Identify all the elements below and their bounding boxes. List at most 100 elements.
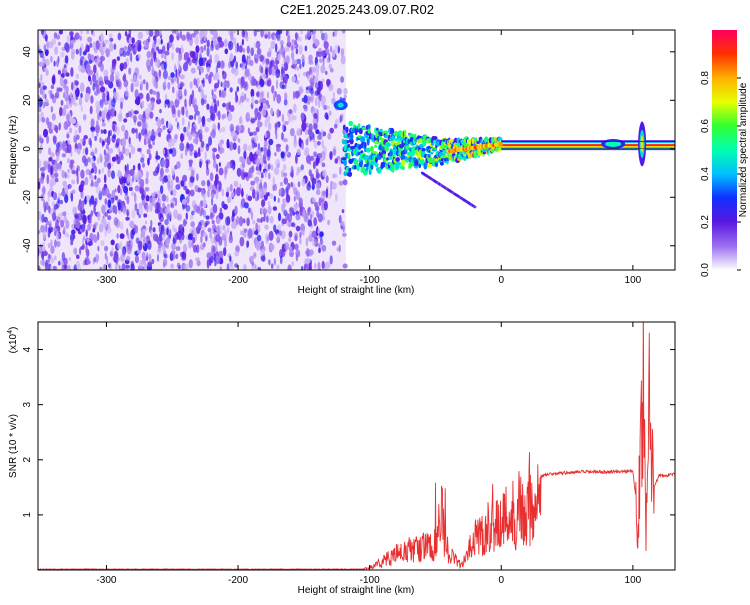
- noise-speckle: [90, 118, 95, 127]
- noise-speckle: [306, 247, 310, 258]
- noise-speckle: [260, 66, 264, 74]
- noise-speckle: [316, 189, 321, 196]
- noise-speckle: [294, 243, 299, 251]
- noise-speckle: [102, 92, 106, 103]
- signal-blob: [347, 171, 353, 177]
- noise-speckle: [103, 174, 107, 184]
- noise-speckle: [196, 207, 201, 214]
- noise-speckle: [233, 68, 239, 76]
- noise-speckle: [263, 140, 268, 147]
- noise-speckle: [80, 30, 83, 35]
- noise-speckle: [40, 259, 45, 266]
- snr-scale-label: (x104): [7, 327, 19, 354]
- noise-speckle: [296, 66, 299, 72]
- noise-speckle: [134, 89, 139, 100]
- noise-speckle: [293, 59, 298, 65]
- noise-speckle: [105, 48, 110, 58]
- noise-speckle: [317, 213, 323, 223]
- noise-speckle: [309, 67, 312, 76]
- colorbar-tick-label: 0.6: [700, 119, 711, 133]
- noise-speckle: [52, 192, 58, 201]
- noise-speckle: [110, 108, 116, 117]
- noise-speckle: [149, 111, 154, 120]
- signal-blob: [431, 142, 435, 146]
- noise-speckle: [70, 240, 74, 246]
- noise-speckle: [189, 189, 195, 197]
- noise-speckle: [299, 63, 302, 70]
- noise-speckle: [66, 85, 69, 94]
- noise-speckle: [99, 116, 102, 122]
- noise-speckle: [77, 205, 83, 211]
- signal-blob: [362, 165, 365, 172]
- noise-speckle: [314, 201, 318, 208]
- y-tick-label: 3: [22, 401, 33, 407]
- noise-speckle: [145, 81, 149, 91]
- noise-speckle: [125, 90, 129, 97]
- noise-speckle: [206, 66, 210, 73]
- noise-speckle: [115, 255, 119, 265]
- noise-speckle: [149, 202, 153, 212]
- signal-blob: [345, 126, 349, 134]
- noise-speckle: [146, 59, 151, 69]
- noise-speckle: [215, 71, 220, 82]
- noise-speckle: [133, 75, 137, 82]
- noise-speckle: [215, 225, 220, 232]
- noise-speckle: [160, 64, 165, 70]
- noise-speckle: [162, 258, 168, 267]
- noise-speckle: [267, 122, 272, 131]
- noise-speckle: [305, 89, 310, 94]
- noise-speckle: [342, 179, 348, 186]
- noise-speckle: [133, 110, 139, 115]
- noise-speckle: [327, 132, 332, 140]
- signal-blob: [372, 151, 378, 154]
- noise-speckle: [152, 227, 156, 233]
- noise-speckle: [291, 112, 294, 123]
- noise-speckle: [131, 209, 136, 219]
- noise-speckle: [176, 262, 181, 268]
- noise-speckle: [51, 123, 55, 129]
- noise-speckle: [67, 139, 71, 145]
- noise-speckle: [185, 212, 188, 220]
- noise-speckle: [75, 94, 79, 101]
- noise-speckle: [151, 76, 155, 85]
- noise-speckle: [259, 158, 263, 164]
- noise-speckle: [87, 223, 91, 231]
- noise-speckle: [91, 168, 94, 174]
- noise-speckle: [177, 82, 180, 89]
- noise-speckle: [284, 241, 290, 251]
- noise-speckle: [219, 265, 222, 270]
- noise-speckle: [209, 212, 214, 220]
- noise-speckle: [163, 253, 168, 259]
- noise-speckle: [42, 250, 48, 257]
- noise-speckle: [52, 265, 57, 270]
- noise-speckle: [129, 152, 131, 159]
- x-tick-label: -200: [228, 575, 248, 586]
- noise-speckle: [104, 211, 108, 217]
- noise-speckle: [169, 34, 174, 43]
- noise-speckle: [203, 232, 207, 238]
- noise-speckle: [186, 143, 190, 149]
- noise-speckle: [47, 253, 51, 263]
- noise-speckle: [254, 230, 258, 235]
- noise-speckle: [41, 187, 46, 194]
- signal-blob: [376, 127, 379, 131]
- noise-speckle: [291, 261, 294, 267]
- noise-speckle: [189, 176, 195, 184]
- noise-speckle: [341, 30, 346, 34]
- noise-speckle: [281, 66, 284, 75]
- noise-speckle: [80, 210, 86, 215]
- noise-speckle: [157, 49, 163, 54]
- noise-speckle: [292, 90, 296, 100]
- noise-speckle: [243, 264, 247, 270]
- noise-speckle: [323, 32, 328, 42]
- signal-blob: [342, 157, 347, 161]
- noise-speckle: [107, 221, 111, 230]
- noise-speckle: [279, 230, 282, 236]
- noise-speckle: [274, 122, 279, 130]
- noise-speckle: [57, 225, 61, 232]
- noise-speckle: [128, 142, 133, 148]
- noise-speckle: [325, 70, 328, 75]
- noise-speckle: [119, 233, 125, 240]
- noise-speckle: [160, 52, 164, 59]
